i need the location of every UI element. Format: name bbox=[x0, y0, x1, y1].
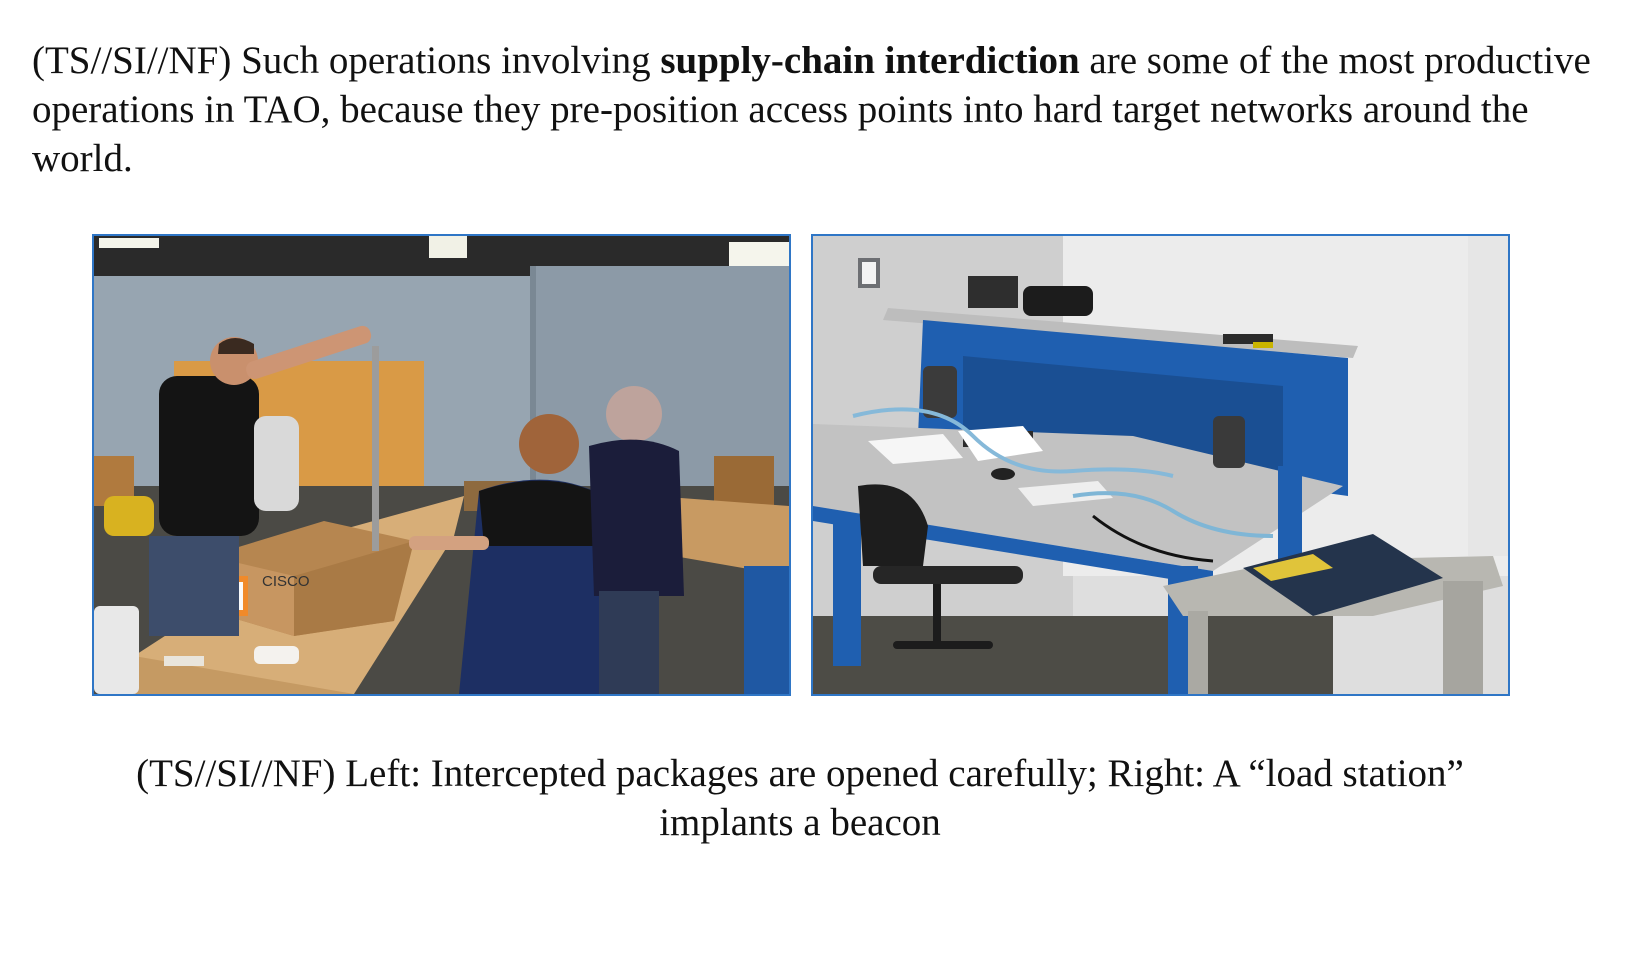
caption-line-2: implants a beacon bbox=[659, 801, 941, 844]
photo-load-station bbox=[811, 234, 1510, 696]
intro-paragraph: (TS//SI//NF) Such operations involving s… bbox=[32, 36, 1612, 183]
caption-line-1: (TS//SI//NF) Left: Intercepted packages … bbox=[136, 752, 1464, 795]
load-station-image bbox=[813, 236, 1508, 694]
warehouse-scene-image: CISCO bbox=[94, 236, 789, 694]
figure-caption: (TS//SI//NF) Left: Intercepted packages … bbox=[40, 749, 1560, 847]
paragraph-suffix: are some of the most productive operatio… bbox=[32, 39, 1591, 180]
box-logo-text: CISCO bbox=[262, 573, 310, 590]
paragraph-emphasis: supply-chain interdiction bbox=[660, 39, 1080, 82]
photo-intercepted-packages: CISCO bbox=[92, 234, 791, 696]
paragraph-prefix: (TS//SI//NF) Such operations involving bbox=[32, 39, 661, 82]
